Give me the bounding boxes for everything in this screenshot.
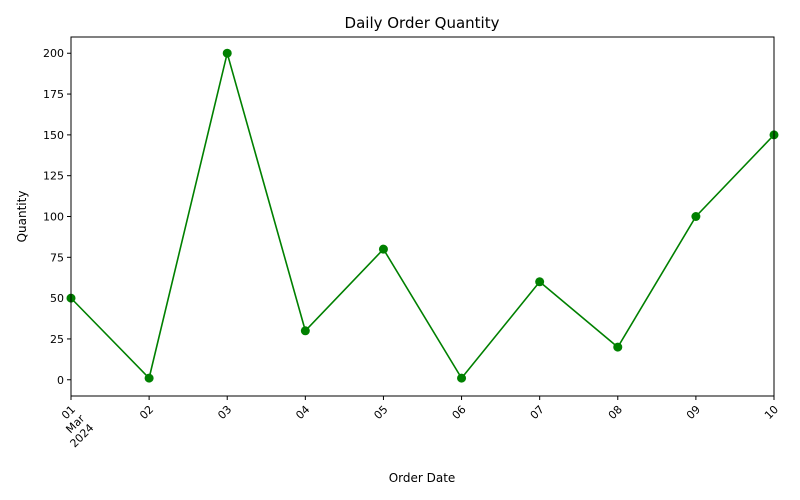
data-point — [457, 373, 467, 383]
series-path — [70, 50, 775, 380]
y-tick-label: 150 — [43, 129, 64, 142]
y-tick-label: 200 — [43, 47, 64, 60]
x-tick-label: 10 — [762, 403, 781, 422]
x-axis: 01Mar2024 02 03 04 05 06 07 08 09 10 — [49, 396, 781, 451]
data-point — [222, 48, 232, 58]
y-tick-label: 125 — [43, 170, 64, 183]
y-tick-label: 100 — [43, 211, 64, 224]
x-tick-label: 06 — [450, 403, 469, 422]
x-tick-label: 03 — [215, 403, 234, 422]
x-tick-label: 08 — [606, 403, 625, 422]
data-point — [378, 244, 388, 254]
y-tick-label: 0 — [57, 374, 64, 387]
plot-frame — [70, 36, 775, 397]
y-tick-label: 25 — [50, 333, 64, 346]
chart-title: Daily Order Quantity — [345, 14, 500, 32]
y-tick-label: 175 — [43, 88, 64, 101]
y-axis-label: Quantity — [15, 191, 29, 243]
x-axis-label: Order Date — [389, 471, 456, 485]
y-axis: 0 25 50 75 100 125 150 175 200 — [43, 47, 71, 387]
data-point — [613, 342, 623, 352]
x-tick-label: 07 — [528, 403, 547, 422]
x-tick-label: 09 — [684, 403, 703, 422]
x-tick-label: 01Mar2024 — [49, 403, 97, 451]
data-point — [691, 212, 701, 221]
x-tick-label: 04 — [293, 403, 312, 422]
data-point — [535, 277, 545, 287]
data-point — [300, 326, 310, 336]
data-point — [144, 373, 154, 383]
x-tick-label: 02 — [137, 403, 156, 422]
series-line — [66, 48, 779, 383]
y-tick-label: 75 — [50, 251, 64, 264]
y-tick-label: 50 — [50, 292, 64, 305]
x-tick-label: 05 — [371, 403, 390, 422]
